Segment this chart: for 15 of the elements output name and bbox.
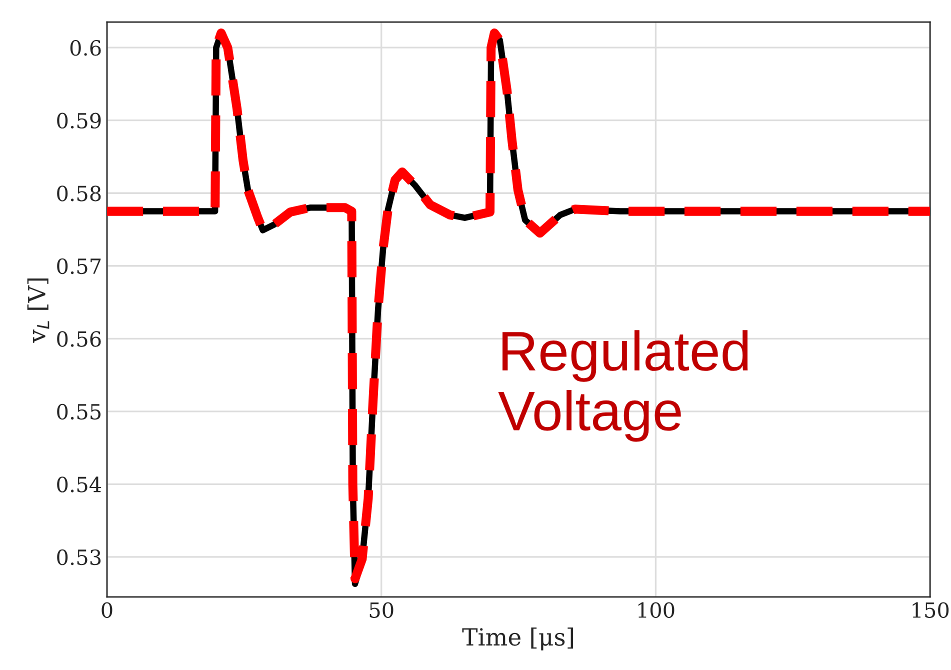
x-tick-label: 0 — [102, 602, 112, 618]
y-axis-title: v$_{L}$ [V] — [27, 278, 50, 343]
y-tick-label: 0.6 — [70, 40, 101, 56]
x-tick-label: 100 — [638, 602, 674, 618]
y-tick-label: 0.58 — [57, 186, 101, 202]
annotation: Regulated Voltage — [498, 330, 748, 442]
y-tick-label: 0.55 — [57, 404, 101, 420]
y-tick-label: 0.53 — [57, 549, 101, 566]
x-tick-label: 50 — [370, 602, 394, 618]
y-tick-label: 0.57 — [57, 258, 101, 274]
y-tick-label: 0.56 — [57, 331, 101, 347]
x-axis-title: Time [μs] — [462, 628, 574, 650]
x-tick-label: 150 — [912, 602, 949, 618]
y-tick-label: 0.59 — [57, 112, 101, 129]
y-tick-label: 0.54 — [57, 476, 102, 492]
